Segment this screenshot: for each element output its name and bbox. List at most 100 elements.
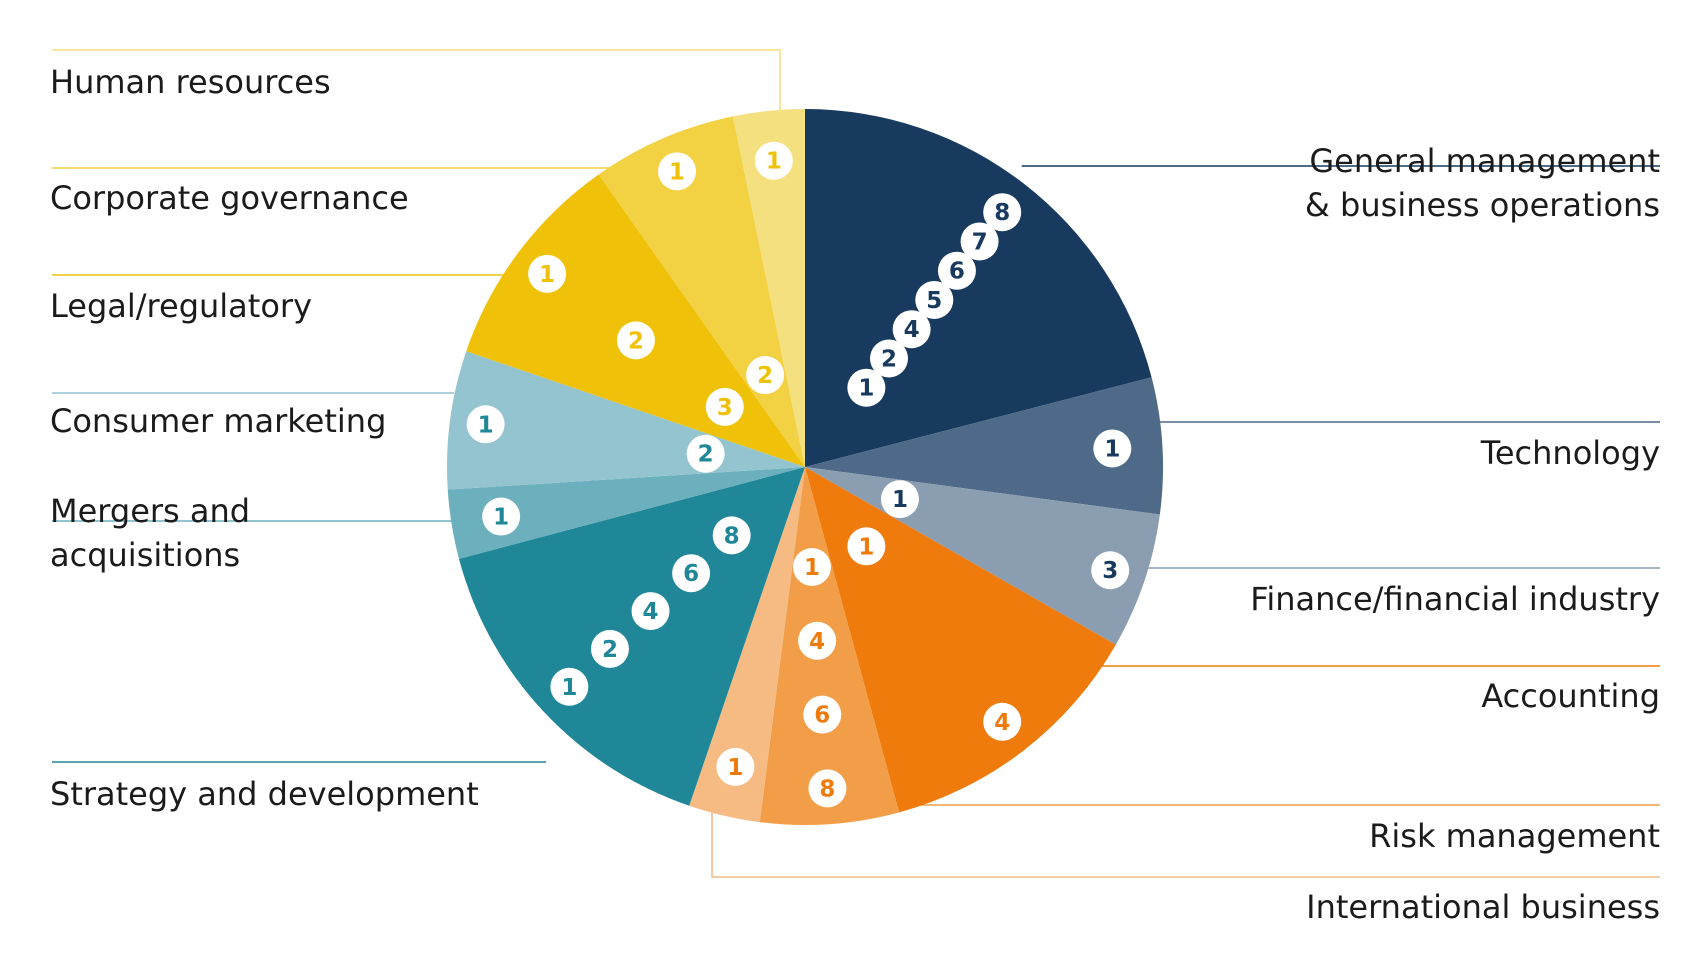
badge-number: 2: [881, 346, 897, 372]
badge-circle: [672, 554, 711, 593]
badge-corporate-governance-2: 2: [746, 356, 785, 395]
badge-circle: [870, 339, 909, 378]
category-labels: General management & business operations T…: [50, 63, 1660, 926]
label-corporate-governance: Corporate governance: [50, 179, 409, 217]
badge-circle: [792, 547, 831, 586]
badge-number: 1: [766, 149, 782, 175]
badge-human-resources-1: 1: [754, 141, 793, 180]
badge-circle: [550, 667, 589, 706]
badge-general-management-business-operations-1: 1: [847, 368, 886, 407]
badge-risk-management-1: 1: [792, 547, 831, 586]
badge-circle: [803, 695, 842, 734]
slice-technology: [805, 377, 1163, 515]
badge-number: 6: [683, 561, 699, 587]
slice-human-resources: [732, 109, 805, 467]
badge-circle: [960, 222, 999, 261]
badge-number: 2: [757, 363, 773, 389]
badge-general-management-business-operations-2: 2: [870, 339, 909, 378]
badge-circle: [616, 321, 655, 360]
badge-number: 3: [717, 395, 733, 421]
badge-circle: [847, 527, 886, 566]
badge-finance-financial-industry-1: 1: [880, 480, 919, 519]
badge-general-management-business-operations-4: 4: [892, 310, 931, 349]
badge-number: 7: [972, 229, 988, 255]
badge-consumer-marketing-1: 1: [466, 405, 505, 444]
label-risk-management: Risk management: [1369, 817, 1660, 855]
badge-number: 6: [949, 259, 965, 285]
badge-number: 5: [926, 288, 942, 314]
badge-number: 2: [602, 637, 618, 663]
badge-general-management-business-operations-5: 5: [915, 280, 954, 319]
badge-number: 1: [561, 675, 577, 701]
badge-number: 4: [904, 317, 920, 343]
label-finance-financial-industry: Finance/financial industry: [1250, 580, 1660, 618]
badge-circle: [746, 356, 785, 395]
label-human-resources: Human resources: [50, 63, 331, 101]
leader-human-resources: [52, 49, 781, 120]
badge-strategy-and-development-8: 8: [712, 516, 751, 555]
slice-international-business: [689, 467, 805, 823]
badge-circle: [705, 387, 744, 426]
badge-corporate-governance-1: 1: [658, 152, 697, 191]
badge-circle: [798, 621, 837, 660]
badge-number: 1: [1104, 436, 1120, 462]
badge-circle: [686, 434, 725, 473]
badge-number: 8: [819, 776, 835, 802]
badge-number: 1: [804, 555, 820, 581]
badge-number: 1: [539, 262, 555, 288]
badge-circle: [808, 769, 847, 808]
badge-number: 1: [858, 534, 874, 560]
badge-risk-management-4: 4: [798, 621, 837, 660]
label-mergers-and-acquisitions: Mergers and acquisitions: [50, 492, 250, 574]
badge-general-management-business-operations-7: 7: [960, 222, 999, 261]
label-international-business: International business: [1306, 888, 1660, 926]
badge-number: 1: [727, 755, 743, 781]
label-technology: Technology: [1480, 434, 1660, 472]
badge-number: 8: [724, 523, 740, 549]
badge-accounting-1: 1: [847, 527, 886, 566]
badge-general-management-business-operations-6: 6: [937, 251, 976, 290]
badge-circle: [631, 592, 670, 631]
label-strategy-and-development: Strategy and development: [50, 775, 479, 813]
badge-circle: [482, 497, 521, 536]
badge-strategy-and-development-2: 2: [590, 629, 629, 668]
badge-circle: [983, 193, 1022, 232]
badge-circle: [528, 254, 567, 293]
badge-risk-management-8: 8: [808, 769, 847, 808]
badge-number: 4: [643, 599, 659, 625]
badge-circle: [1093, 429, 1132, 468]
badge-number: 4: [994, 710, 1010, 736]
badge-legal-regulatory-1: 1: [528, 254, 567, 293]
badge-circle: [658, 152, 697, 191]
label-consumer-marketing: Consumer marketing: [50, 402, 386, 440]
badge-circle: [754, 141, 793, 180]
badge-circle: [983, 702, 1022, 741]
badge-circle: [712, 516, 751, 555]
badge-international-business-1: 1: [716, 747, 755, 786]
leader-international-business: [711, 810, 1660, 878]
label-general-management-business-operations: General management & business operations: [1305, 142, 1660, 224]
badge-number: 1: [892, 487, 908, 513]
badge-number: 1: [858, 376, 874, 402]
label-accounting: Accounting: [1481, 677, 1660, 715]
badge-finance-financial-industry-3: 3: [1091, 551, 1130, 590]
badge-circle: [937, 251, 976, 290]
badge-consumer-marketing-2: 2: [686, 434, 725, 473]
badge-circle: [716, 747, 755, 786]
badge-number: 1: [478, 412, 494, 438]
badge-number: 1: [493, 505, 509, 531]
badge-circle: [1091, 551, 1130, 590]
badge-strategy-and-development-6: 6: [672, 554, 711, 593]
badge-circle: [590, 629, 629, 668]
badge-strategy-and-development-1: 1: [550, 667, 589, 706]
slice-strategy-and-development: [459, 467, 805, 806]
badge-risk-management-6: 6: [803, 695, 842, 734]
badge-technology-1: 1: [1093, 429, 1132, 468]
badge-circle: [466, 405, 505, 444]
badge-number: 2: [698, 442, 714, 468]
badge-circle: [915, 280, 954, 319]
badge-circle: [847, 368, 886, 407]
label-legal-regulatory: Legal/regulatory: [50, 287, 312, 325]
